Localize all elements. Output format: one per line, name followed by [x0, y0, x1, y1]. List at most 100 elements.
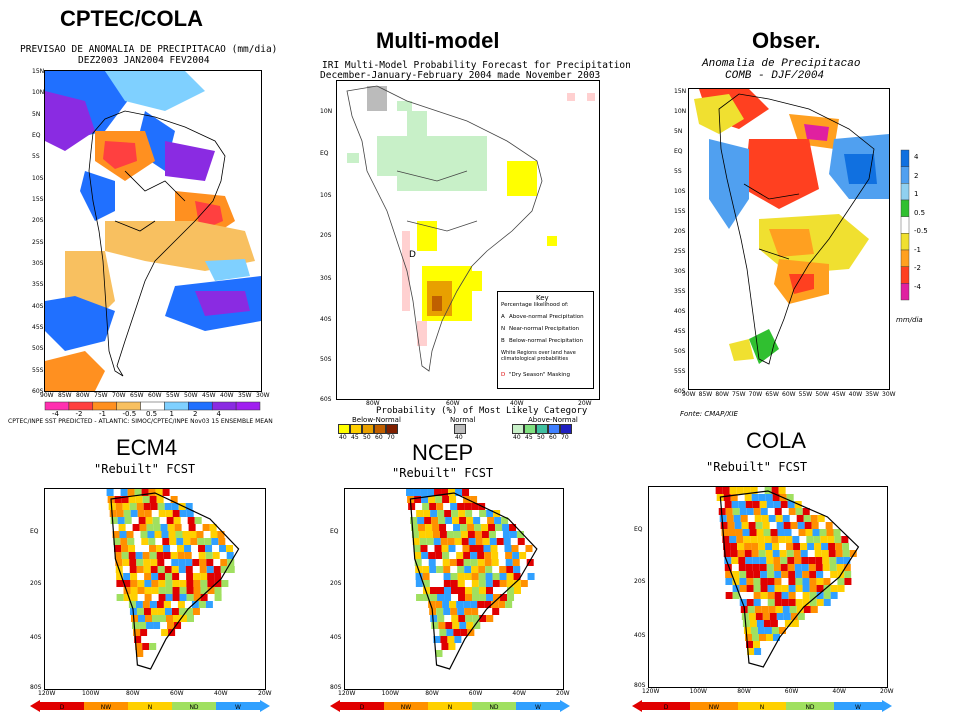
ncep-colorbar-label: ND [489, 704, 498, 711]
ecm4-grid-cell [227, 566, 235, 573]
ecm4-grid-cell [172, 510, 180, 517]
cola-grid-cell [823, 592, 831, 599]
ecm4-grid-cell [165, 573, 173, 580]
obser-lat-tick: 60S [674, 388, 686, 395]
ncep-grid-cell [492, 573, 500, 580]
ecm4-grid-cell [115, 503, 123, 510]
ecm4-grid-cell [163, 545, 171, 552]
ncep-grid-cell [424, 517, 432, 524]
cola-lon-tick: 40W [832, 688, 846, 695]
cola-grid-cell [821, 550, 829, 557]
ncep-grid-cell [507, 594, 515, 601]
multimodel-below-value: 40 [339, 434, 347, 441]
cola-grid-cell [732, 585, 740, 592]
ecm4-grid-cell [171, 559, 179, 566]
ncep-grid-cell [429, 503, 437, 510]
ncep-grid-cell [471, 503, 479, 510]
ncep-grid-cell [454, 636, 462, 643]
obser-map-svg [694, 89, 889, 365]
ncep-grid-cell [453, 531, 461, 538]
cola-grid-cell [773, 501, 781, 508]
cptec-colorbar-swatch [44, 401, 70, 411]
cola-grid-cell [749, 620, 757, 627]
ncep-grid-cell [436, 503, 444, 510]
cola-colorbar-arrow-left [632, 700, 642, 712]
ncep-grid-cell [520, 580, 528, 587]
cola-subtitle: "Rebuilt" FCST [706, 460, 808, 474]
cptec-lon-tick: 80W [76, 392, 90, 399]
cptec-footer: CPTEC/INPE SST PREDICTED - ATLANTIC: SIM… [8, 418, 273, 425]
cola-title: COLA [746, 428, 806, 453]
ncep-grid-cell [499, 573, 507, 580]
cola-grid-cell [827, 536, 835, 543]
cola-grid-cell [725, 592, 733, 599]
cola-grid-cell [732, 578, 740, 585]
cola-grid-cell [769, 613, 777, 620]
ncep-grid-cell [427, 489, 435, 496]
cola-lon-tick: 20W [880, 688, 894, 695]
ncep-colorbar-label: N [448, 704, 453, 711]
cola-grid-cell [816, 571, 824, 578]
multimodel-normal-label: Normal [450, 416, 476, 424]
cola-grid-cell [763, 529, 771, 536]
cptec-colorbar-label: -0.5 [122, 410, 137, 418]
obser-colorbar-label: -4 [914, 282, 921, 291]
cola-grid-cell [805, 529, 813, 536]
obser-subtitle-1: Anomalia de Precipitacao [702, 58, 861, 70]
ncep-grid-cell [457, 503, 465, 510]
cola-grid-cell [764, 536, 772, 543]
ncep-grid-cell [491, 601, 499, 608]
cola-colorbar-label: W [855, 704, 861, 711]
cola-grid-cell [819, 529, 827, 536]
cola-grid-cell [729, 536, 737, 543]
cola-grid-cell [736, 536, 744, 543]
ncep-grid-cell [450, 587, 458, 594]
ncep-grid-cell [420, 489, 428, 496]
cola-grid-cell [730, 494, 738, 501]
ecm4-grid-cell [193, 587, 201, 594]
cola-grid-cell [783, 613, 791, 620]
cola-grid-cell [802, 599, 810, 606]
ncep-grid-cell [456, 559, 464, 566]
ecm4-grid-cell [207, 587, 215, 594]
ecm4-colorbar: D NW N ND W [30, 700, 270, 712]
ecm4-grid-cell [116, 510, 124, 517]
cola-grid-cell [772, 494, 780, 501]
cola-grid-cell [781, 585, 789, 592]
obser-lat-tick: 55S [674, 368, 686, 375]
cola-grid-cell [760, 508, 768, 515]
ecm4-grid-cell [205, 545, 213, 552]
cola-grid-cell [774, 585, 782, 592]
multimodel-below-value: 50 [363, 434, 371, 441]
multimodel-probability-fields [347, 86, 595, 346]
cola-grid-cell [836, 564, 844, 571]
ecm4-grid-cell [204, 538, 212, 545]
ecm4-grid-cell [185, 503, 193, 510]
ecm4-grid-cell [183, 538, 191, 545]
cola-grid-cell [753, 578, 761, 585]
ncep-grid-cell [426, 538, 434, 545]
ecm4-grid-cell [205, 552, 213, 559]
ecm4-grid-cell [205, 601, 213, 608]
ecm4-grid-cell [164, 566, 172, 573]
cola-colorbar-swatch [786, 702, 834, 710]
cola-grid-cell [759, 501, 767, 508]
ecm4-grid-cell [116, 580, 124, 587]
multimodel-key-letter-a: A [501, 314, 505, 320]
cola-grid-cell [778, 627, 786, 634]
ecm4-grid-cell [155, 489, 163, 496]
ncep-grid-cell [422, 566, 430, 573]
ecm4-grid-cell [189, 531, 197, 538]
obser-colorbar-swatch [900, 183, 910, 201]
cola-grid-cell [751, 494, 759, 501]
ncep-grid-cell [502, 531, 510, 538]
multimodel-above-value: 45 [525, 434, 533, 441]
ncep-grid-cell [422, 573, 430, 580]
ncep-lon-tick: 40W [512, 690, 526, 697]
ncep-grid-cell [506, 580, 514, 587]
ncep-grid-cell [450, 580, 458, 587]
cola-grid-cell [754, 515, 762, 522]
multimodel-key-letter-n: N [501, 326, 506, 332]
ncep-grid-cell [471, 566, 479, 573]
cola-grid-cell [807, 543, 815, 550]
